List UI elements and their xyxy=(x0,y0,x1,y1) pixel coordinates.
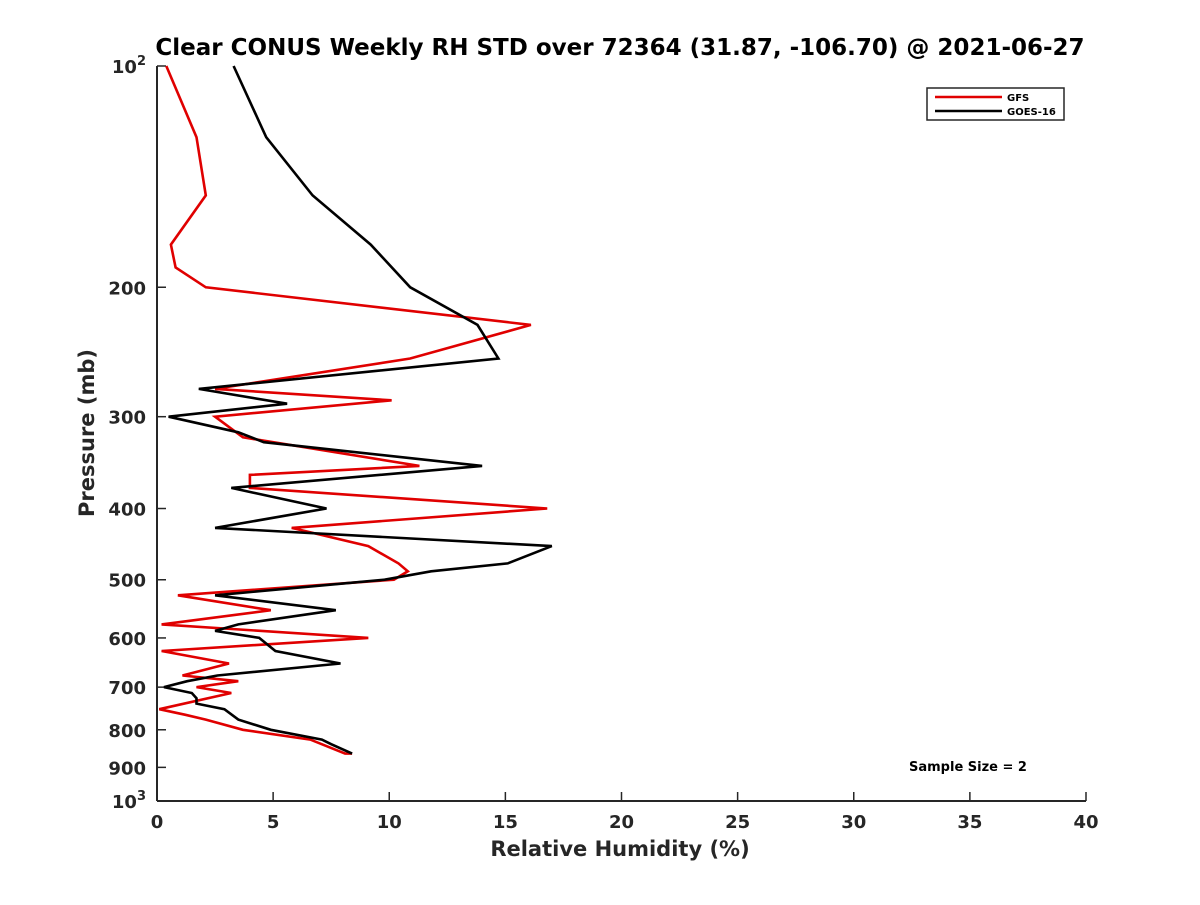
x-tick-label: 30 xyxy=(841,812,866,833)
y-tick-label: 800 xyxy=(108,721,146,742)
legend: GFS GOES-16 xyxy=(926,87,1065,121)
plot-area: 0 5 10 15 20 25 30 35 40 102 200 300 400 500 600 700 80… xyxy=(108,54,1098,833)
y-axis-label: Pressure (mb) xyxy=(75,349,99,517)
series-line-goes16 xyxy=(163,65,553,755)
y-tick-label: 300 xyxy=(108,408,146,429)
x-axis-ticks: 0 5 10 15 20 25 30 35 40 xyxy=(151,792,1099,833)
x-tick-label: 5 xyxy=(267,812,280,833)
y-axis-ticks: 102 200 300 400 500 600 700 800 900 103 xyxy=(108,54,166,813)
y-tick-label-power: 102 xyxy=(112,54,146,78)
series-line-gfs xyxy=(159,65,548,755)
y-tick-label: 200 xyxy=(108,278,146,299)
chart-title: Clear CONUS Weekly RH STD over 72364 (31… xyxy=(155,35,1084,61)
legend-label-goes16: GOES-16 xyxy=(1007,107,1056,118)
legend-box xyxy=(926,87,1065,121)
x-tick-label: 40 xyxy=(1073,812,1098,833)
x-tick-label: 0 xyxy=(151,812,164,833)
y-tick-label: 600 xyxy=(108,629,146,650)
legend-label-gfs: GFS xyxy=(1007,93,1029,104)
y-tick-label: 700 xyxy=(108,678,146,699)
x-axis-label: Relative Humidity (%) xyxy=(490,837,749,861)
y-tick-label: 400 xyxy=(108,500,146,521)
x-tick-label: 20 xyxy=(609,812,634,833)
x-tick-label: 25 xyxy=(725,812,750,833)
x-tick-label: 10 xyxy=(377,812,402,833)
x-tick-label: 35 xyxy=(957,812,982,833)
y-tick-label: 900 xyxy=(108,758,146,779)
y-tick-label-power: 103 xyxy=(112,789,146,813)
x-tick-label: 15 xyxy=(493,812,518,833)
series-layer xyxy=(159,65,553,755)
sample-size-annotation: Sample Size = 2 xyxy=(909,760,1027,775)
y-tick-label: 500 xyxy=(108,571,146,592)
